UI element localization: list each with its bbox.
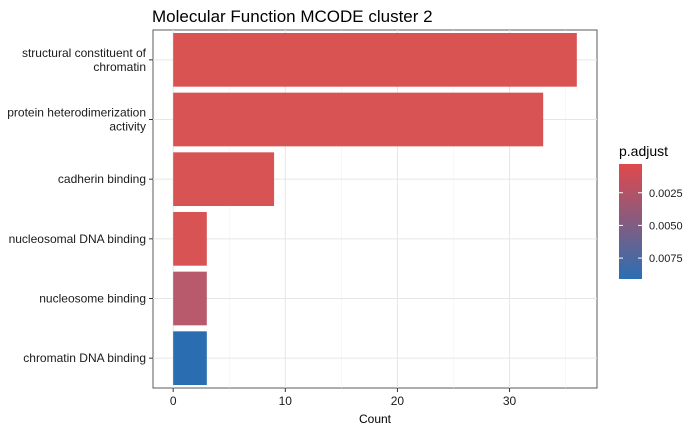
legend-ticks: 0.0025 0.0050 0.0075 — [619, 188, 683, 265]
bar — [173, 331, 207, 386]
plot-panel — [152, 29, 598, 389]
x-tick-label: 30 — [503, 394, 517, 408]
bars — [173, 32, 577, 386]
x-tick-label: 10 — [279, 394, 293, 408]
bar — [173, 152, 275, 207]
legend-tick-label: 0.0025 — [649, 188, 683, 200]
y-axis-labels: structural constituent of chromatin protei… — [7, 46, 153, 365]
x-tick-label: 0 — [170, 394, 177, 408]
y-tick-label: protein heterodimerization activity — [7, 106, 146, 134]
y-tick-label: cadherin binding — [58, 172, 146, 186]
y-tick-label: structural constituent of chromatin — [22, 46, 147, 74]
y-tick-label: nucleosomal DNA binding — [9, 232, 146, 246]
bar — [173, 92, 544, 147]
x-axis-ticks: 0 10 20 30 — [170, 388, 517, 408]
chart-title: Molecular Function MCODE cluster 2 — [152, 7, 433, 26]
bar — [173, 32, 577, 87]
legend-tick-label: 0.0075 — [649, 253, 683, 265]
bar — [173, 211, 207, 266]
x-axis-title: Count — [359, 412, 392, 426]
y-tick-label: nucleosome binding — [39, 292, 146, 306]
y-tick-label: chromatin DNA binding — [23, 351, 146, 365]
bar — [173, 271, 207, 326]
legend: p.adjust 0.0025 0.0050 0.0075 — [619, 143, 683, 279]
x-tick-label: 20 — [391, 394, 405, 408]
legend-colorbar — [619, 164, 642, 279]
legend-tick-label: 0.0050 — [649, 220, 683, 232]
legend-title: p.adjust — [619, 143, 668, 159]
